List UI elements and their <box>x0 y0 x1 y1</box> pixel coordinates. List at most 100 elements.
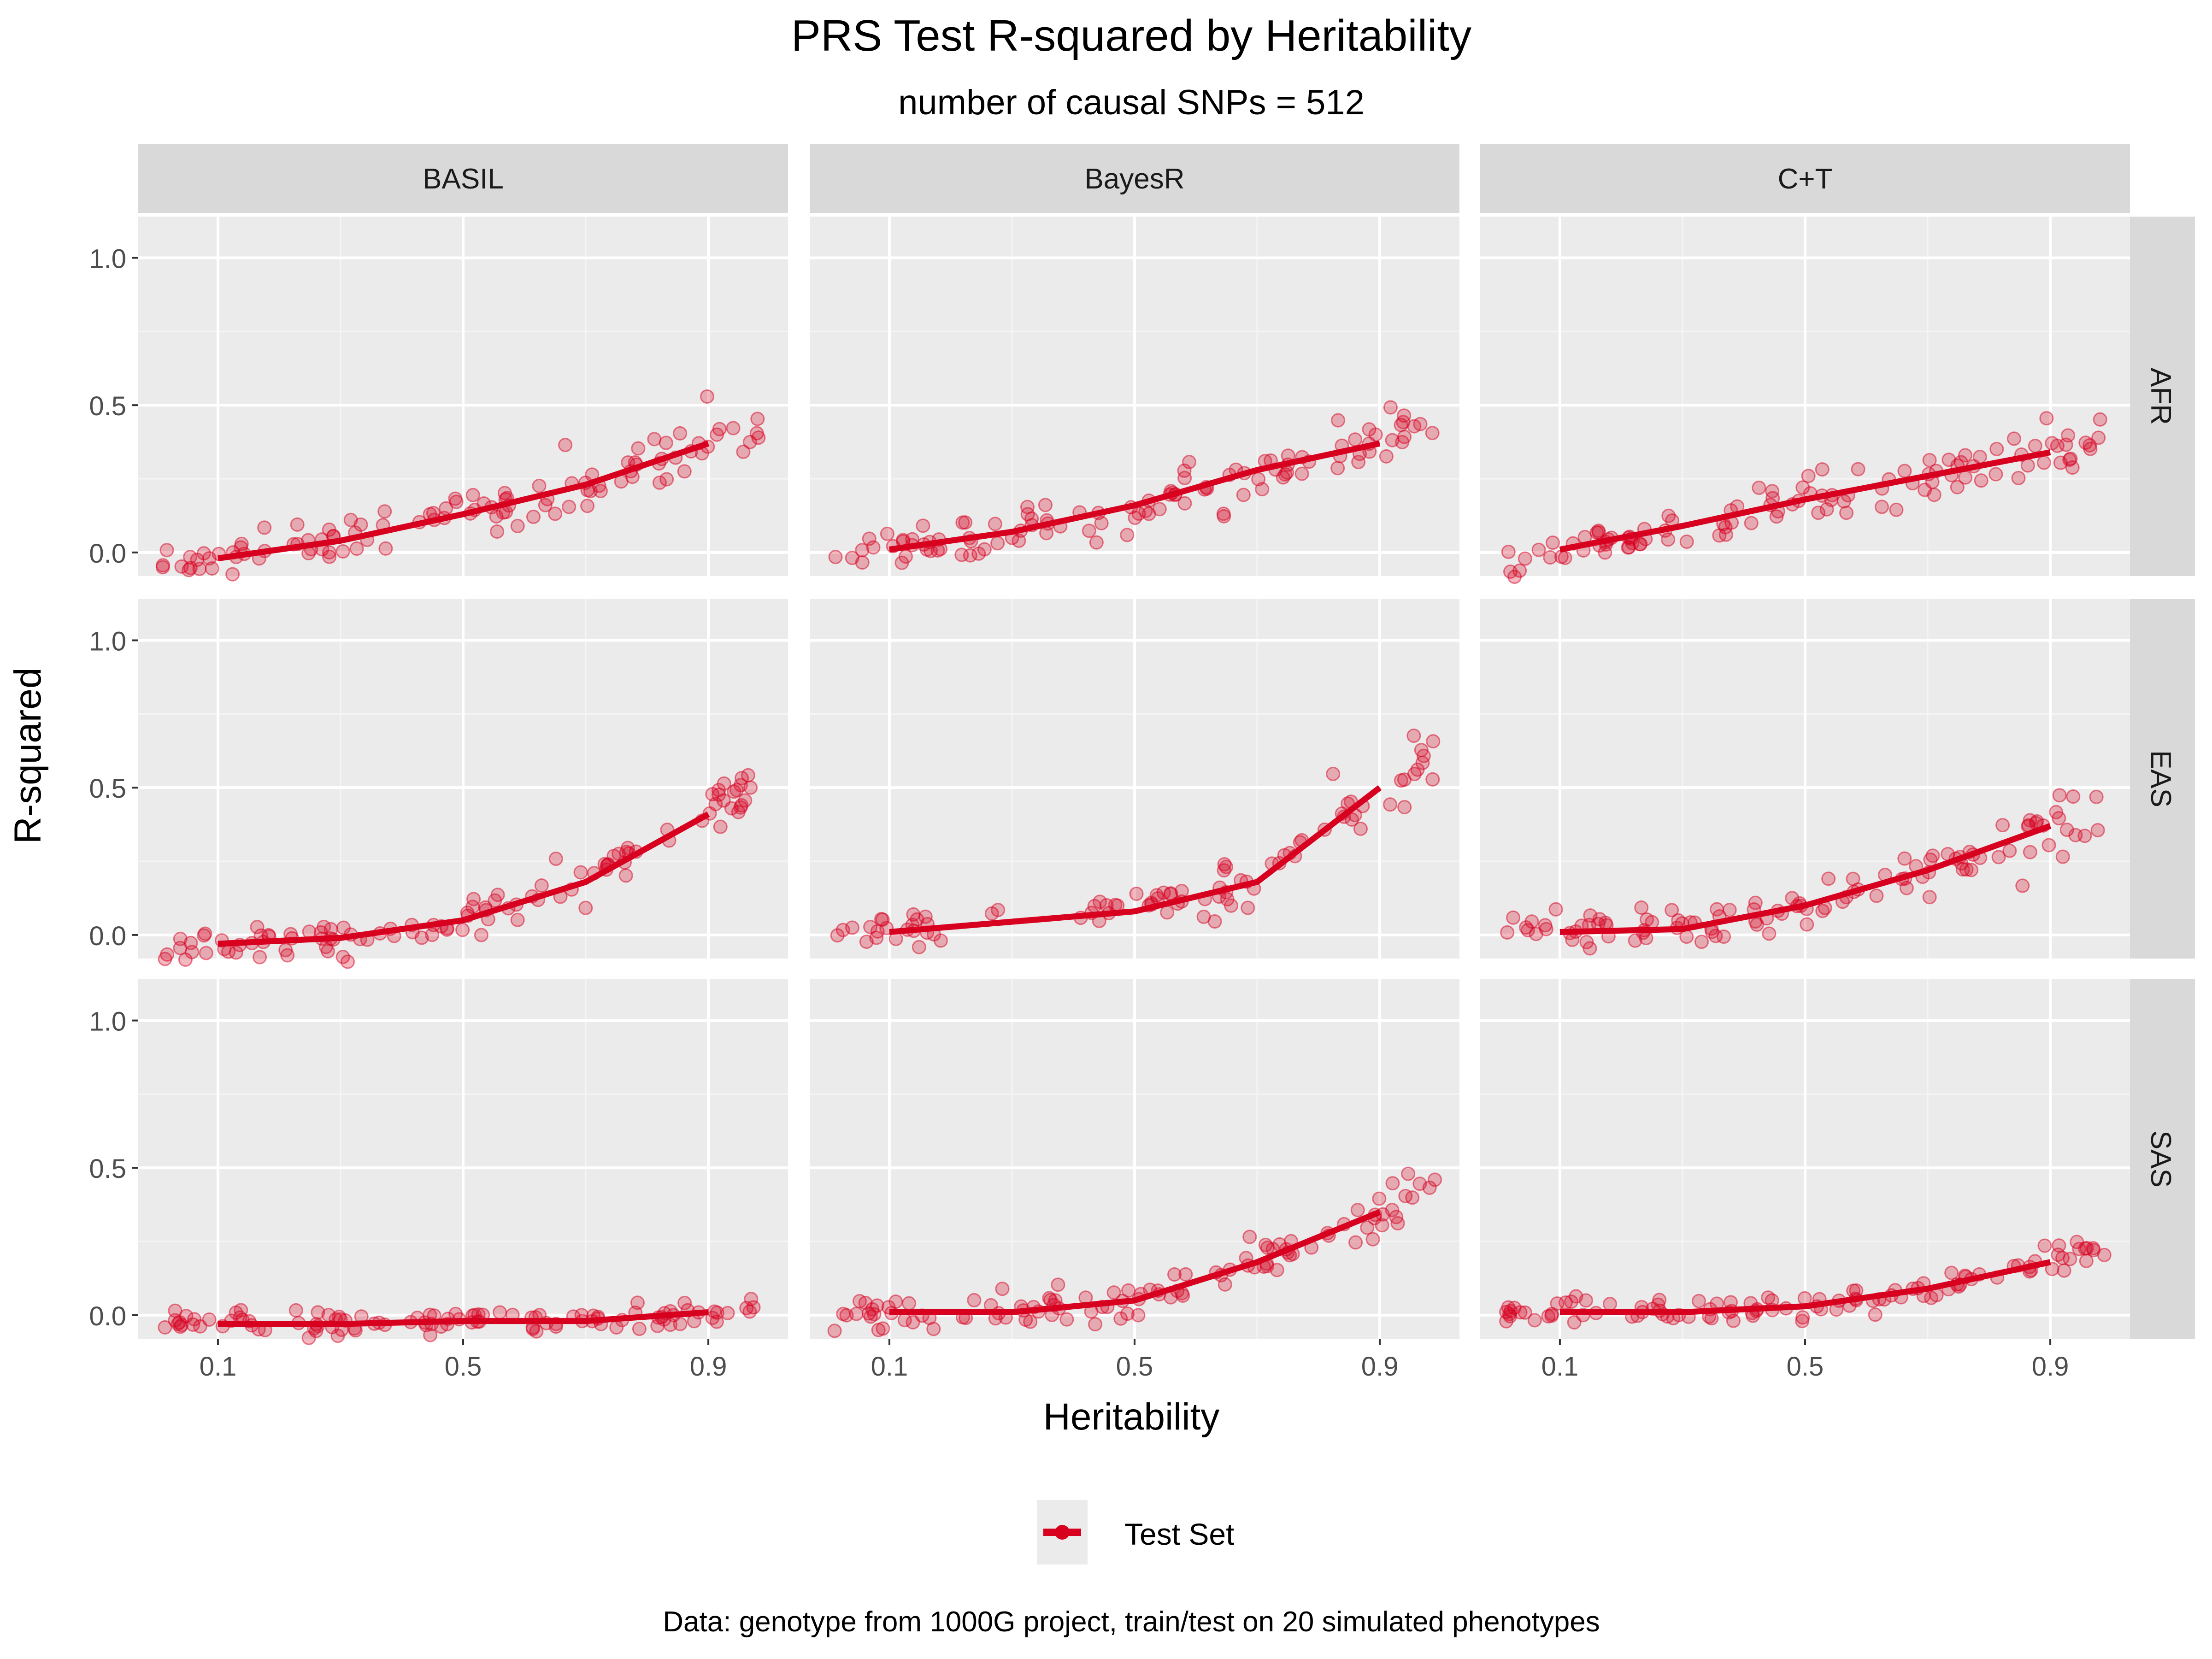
data-point <box>1406 729 1421 743</box>
data-point <box>321 1307 336 1322</box>
data-point <box>1918 482 1932 497</box>
data-point <box>1129 887 1144 901</box>
data-point <box>733 778 748 793</box>
data-point <box>1082 524 1096 538</box>
data-point <box>2041 838 2056 853</box>
data-point <box>1800 917 1814 932</box>
data-point <box>1353 821 1368 836</box>
data-point <box>322 549 337 564</box>
data-point <box>2078 435 2093 450</box>
data-point <box>1518 551 1532 566</box>
data-point <box>2066 789 2081 804</box>
data-point <box>1889 502 1904 517</box>
data-point <box>916 518 930 533</box>
data-point <box>720 1306 735 1320</box>
data-point <box>1216 506 1231 521</box>
data-point <box>558 438 573 453</box>
data-point <box>1106 1285 1121 1300</box>
data-point <box>160 947 175 962</box>
data-point <box>1385 1203 1400 1218</box>
data-point <box>1428 1172 1442 1187</box>
data-point <box>712 422 727 436</box>
data-point <box>1959 862 1974 877</box>
data-point <box>593 484 608 499</box>
facet-strip-bayesr <box>810 144 1459 213</box>
data-point <box>918 909 933 924</box>
data-point <box>1661 508 1676 523</box>
data-point <box>1671 913 1686 928</box>
facet-strip-label: BayesR <box>1084 163 1184 195</box>
data-point <box>2039 411 2054 426</box>
data-point <box>1178 1267 1193 1282</box>
y-tick-label: 0.5 <box>89 1154 126 1184</box>
data-point <box>1851 462 1865 477</box>
x-tick-label: 0.1 <box>871 1352 908 1382</box>
data-point <box>1923 852 1938 867</box>
data-point <box>257 520 272 535</box>
data-point <box>1974 473 1988 488</box>
data-point <box>741 768 755 782</box>
data-point <box>320 944 335 959</box>
data-point <box>2052 811 2066 826</box>
data-point <box>1964 863 1978 877</box>
data-point <box>991 903 1006 918</box>
data-point <box>1899 881 1914 895</box>
facet-strip-afr <box>2128 217 2195 576</box>
data-point <box>1661 532 1676 547</box>
y-tick-label: 0.0 <box>89 539 126 569</box>
data-point <box>377 504 392 519</box>
data-point <box>828 550 843 565</box>
data-point <box>677 1295 692 1310</box>
data-point <box>2052 1238 2066 1253</box>
data-point <box>1665 903 1679 918</box>
data-point <box>1219 859 1234 874</box>
data-point <box>199 946 213 960</box>
data-point <box>532 478 547 493</box>
data-point <box>2063 1252 2077 1266</box>
data-point <box>2055 849 2070 864</box>
panel-bayesr-afr <box>810 217 1459 576</box>
data-point <box>548 506 563 521</box>
data-point <box>573 865 588 880</box>
panel-basil-eas: 0.0 0.5 1.0 <box>89 599 788 969</box>
series-line-test-set <box>217 441 710 562</box>
data-point <box>253 950 267 965</box>
data-point <box>311 1305 325 1320</box>
data-point <box>1769 509 1784 524</box>
data-point <box>855 555 870 570</box>
data-point <box>1958 448 1973 463</box>
data-point <box>687 1314 701 1329</box>
data-point <box>2093 412 2107 427</box>
x-tick-label: 0.9 <box>690 1352 727 1382</box>
series-line-test-set <box>889 1209 1381 1315</box>
data-point <box>1503 564 1518 579</box>
data-point <box>510 518 525 533</box>
x-tick-label: 0.1 <box>1541 1352 1579 1382</box>
data-point <box>1059 1312 1074 1327</box>
data-point <box>1131 1308 1146 1323</box>
data-point <box>1922 453 1937 467</box>
data-point <box>2057 1263 2071 1278</box>
data-point <box>1426 734 1441 749</box>
data-point <box>1351 455 1366 470</box>
data-point <box>1280 465 1294 480</box>
data-point <box>1120 528 1135 542</box>
data-point <box>652 475 667 490</box>
data-point <box>1801 469 1816 483</box>
facet-strip-basil <box>138 144 788 213</box>
x-tick-label: 0.5 <box>445 1352 482 1382</box>
data-point <box>1520 923 1535 937</box>
data-point <box>534 878 549 893</box>
data-point <box>898 549 913 564</box>
data-point <box>866 540 881 555</box>
data-point <box>1379 449 1394 464</box>
data-point <box>1164 886 1178 901</box>
data-point <box>2037 1238 2052 1253</box>
x-tick-label: 0.1 <box>200 1352 237 1382</box>
data-point <box>1634 900 1649 915</box>
panel-bayesr-eas <box>810 599 1459 959</box>
data-point <box>677 464 692 479</box>
data-point <box>183 935 198 950</box>
data-point <box>1182 455 1196 470</box>
